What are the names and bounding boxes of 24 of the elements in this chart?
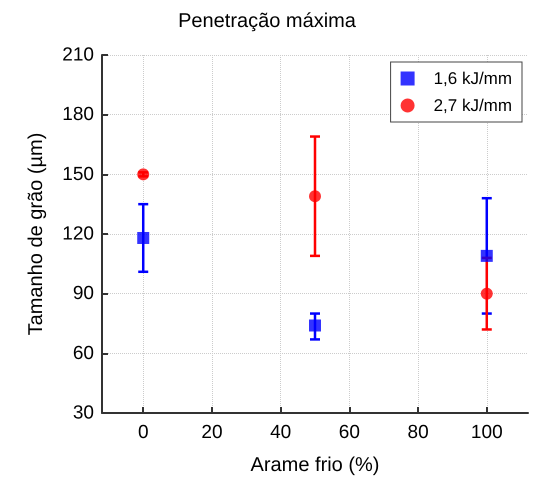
point	[137, 168, 150, 180]
point	[480, 288, 493, 300]
legend-label: 1,6 kJ/mm	[434, 69, 512, 88]
y-tick-label: 60	[72, 342, 94, 364]
y-tick-label: 90	[72, 283, 94, 304]
point	[137, 232, 150, 244]
point	[309, 190, 321, 202]
y-tick-label: 120	[62, 224, 94, 244]
x-tick-label: 100	[470, 422, 503, 443]
x-tick-label: 0	[138, 422, 149, 443]
point	[480, 250, 493, 262]
y-tick-label: 210	[62, 44, 94, 66]
x-tick-label: 80	[407, 422, 429, 443]
legend-label: 2,7 kJ/mm	[434, 96, 512, 115]
x-tick-label: 60	[338, 422, 360, 443]
y-tick-label: 30	[72, 402, 94, 424]
y-tick-label: 180	[62, 104, 94, 126]
y-axis-title: Tamanho de grão (µm)	[25, 132, 47, 336]
y-tick-label: 150	[62, 164, 94, 185]
chart-title: Penetração máxima	[178, 10, 357, 32]
x-tick-label: 40	[270, 422, 292, 443]
x-tick-label: 20	[201, 422, 223, 443]
point	[309, 319, 321, 332]
x-axis-title: Arame frio (%)	[250, 454, 380, 476]
